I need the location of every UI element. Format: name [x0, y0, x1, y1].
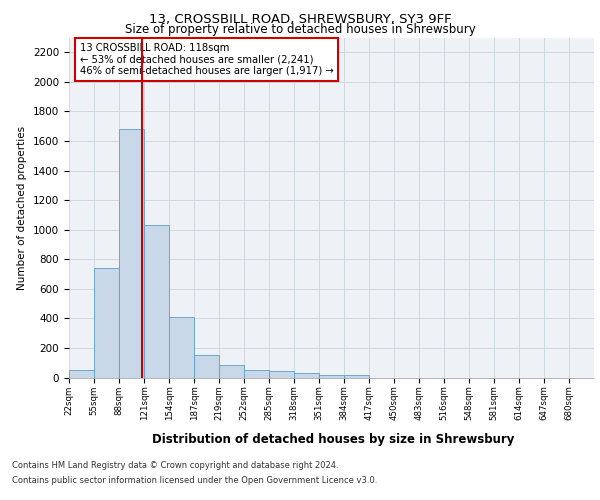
Bar: [69, 370, 94, 378]
Bar: [144, 224, 169, 378]
Bar: [218, 365, 244, 378]
Bar: [269, 371, 294, 378]
Bar: [319, 374, 344, 378]
Text: 13 CROSSBILL ROAD: 118sqm
← 53% of detached houses are smaller (2,241)
46% of se: 13 CROSSBILL ROAD: 118sqm ← 53% of detac…: [79, 42, 333, 76]
Bar: [169, 317, 194, 378]
Y-axis label: Number of detached properties: Number of detached properties: [17, 126, 28, 290]
Bar: [94, 268, 119, 378]
Bar: [119, 129, 144, 378]
Bar: [244, 370, 269, 378]
Bar: [344, 376, 369, 378]
Text: Contains public sector information licensed under the Open Government Licence v3: Contains public sector information licen…: [12, 476, 377, 485]
Bar: [194, 356, 220, 378]
Text: Size of property relative to detached houses in Shrewsbury: Size of property relative to detached ho…: [125, 22, 475, 36]
Text: Distribution of detached houses by size in Shrewsbury: Distribution of detached houses by size …: [152, 432, 514, 446]
Text: Contains HM Land Registry data © Crown copyright and database right 2024.: Contains HM Land Registry data © Crown c…: [12, 461, 338, 470]
Bar: [294, 373, 319, 378]
Text: 13, CROSSBILL ROAD, SHREWSBURY, SY3 9FF: 13, CROSSBILL ROAD, SHREWSBURY, SY3 9FF: [149, 12, 451, 26]
